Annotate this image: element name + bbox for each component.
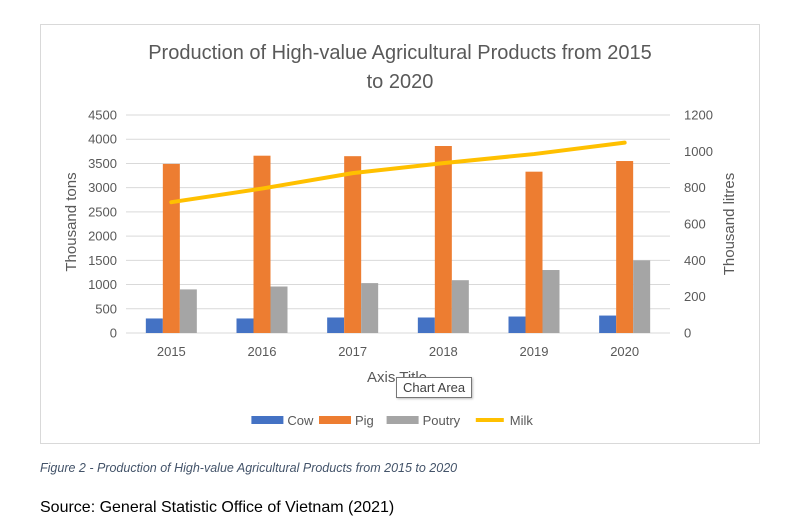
- y-axis-label: Thousand tons: [63, 172, 80, 271]
- legend-item-poutry: Poutry: [386, 413, 461, 428]
- bar-cow: [508, 316, 526, 333]
- legend-label: Milk: [510, 413, 534, 428]
- x-tick-label: 2017: [338, 344, 367, 359]
- chart-title-line2: to 2020: [367, 71, 434, 93]
- legend-item-pig: Pig: [319, 413, 374, 428]
- y-tick-label: 4500: [88, 108, 117, 123]
- bar-pig: [162, 163, 180, 333]
- y-tick-label: 0: [110, 326, 117, 341]
- left-axis-ticks: 0 500 1000 1500 2000 2500 3000 3500 4000 4500: [88, 108, 117, 341]
- y2-tick-label: 1000: [684, 144, 713, 159]
- y2-axis-label: Thousand litres: [721, 173, 738, 276]
- bar-poutry: [451, 280, 469, 333]
- bar-poutry: [270, 286, 288, 333]
- bar-pig: [344, 156, 362, 333]
- bar-poutry: [361, 283, 379, 333]
- bar-pig: [616, 161, 634, 333]
- line-milk: [169, 140, 627, 205]
- y2-tick-label: 400: [684, 253, 706, 268]
- y-tick-label: 3500: [88, 156, 117, 171]
- chart-title-line1: Production of High-value Agricultural Pr…: [148, 42, 652, 64]
- milk-line-layer: [169, 140, 627, 205]
- x-axis-ticks: 2015 2016 2017 2018 2019 2020: [157, 344, 639, 359]
- bar-cow: [417, 317, 435, 333]
- bar-poutry: [542, 270, 560, 333]
- y2-tick-label: 0: [684, 326, 691, 341]
- y-tick-label: 500: [95, 301, 117, 316]
- legend-item-cow: Cow: [251, 413, 314, 428]
- legend-label: Pig: [355, 413, 374, 428]
- legend-label: Cow: [287, 413, 314, 428]
- chart-area[interactable]: [40, 24, 760, 444]
- bar-cow: [327, 317, 345, 333]
- y-tick-label: 4000: [88, 132, 117, 147]
- x-tick-label: 2019: [520, 344, 549, 359]
- legend-swatch: [319, 416, 351, 424]
- bar-pig: [253, 155, 271, 333]
- y-tick-label: 2000: [88, 229, 117, 244]
- y-tick-label: 1000: [88, 277, 117, 292]
- legend-label: Poutry: [423, 413, 461, 428]
- bars: [145, 146, 651, 333]
- right-axis-ticks: 0 200 400 600 800 1000 1200: [684, 108, 713, 341]
- legend-swatch: [386, 416, 419, 424]
- x-tick-label: 2016: [248, 344, 277, 359]
- y2-tick-label: 600: [684, 217, 706, 232]
- x-tick-label: 2020: [610, 344, 639, 359]
- bar-pig: [434, 146, 452, 333]
- y-tick-label: 2500: [88, 204, 117, 219]
- bar-cow: [599, 315, 617, 333]
- source-note: Source: General Statistic Office of Viet…: [40, 499, 395, 516]
- legend: Cow Pig Poutry Milk: [251, 413, 533, 428]
- bar-pig: [525, 171, 543, 333]
- figure-caption: Figure 2 - Production of High-value Agri…: [40, 461, 458, 475]
- y2-tick-label: 200: [684, 289, 706, 304]
- x-tick-label: 2015: [157, 344, 186, 359]
- y-tick-label: 1500: [88, 253, 117, 268]
- y2-tick-label: 1200: [684, 108, 713, 123]
- x-tick-label: 2018: [429, 344, 458, 359]
- bar-poutry: [633, 260, 651, 333]
- y-tick-label: 3000: [88, 180, 117, 195]
- chart-area-tooltip: Chart Area: [396, 377, 473, 398]
- gridlines: [126, 114, 670, 334]
- legend-item-milk: Milk: [475, 413, 534, 428]
- legend-swatch: [251, 416, 284, 424]
- bar-poutry: [179, 289, 197, 333]
- bar-cow: [145, 318, 163, 333]
- bar-cow: [236, 318, 254, 333]
- y2-tick-label: 800: [684, 180, 706, 195]
